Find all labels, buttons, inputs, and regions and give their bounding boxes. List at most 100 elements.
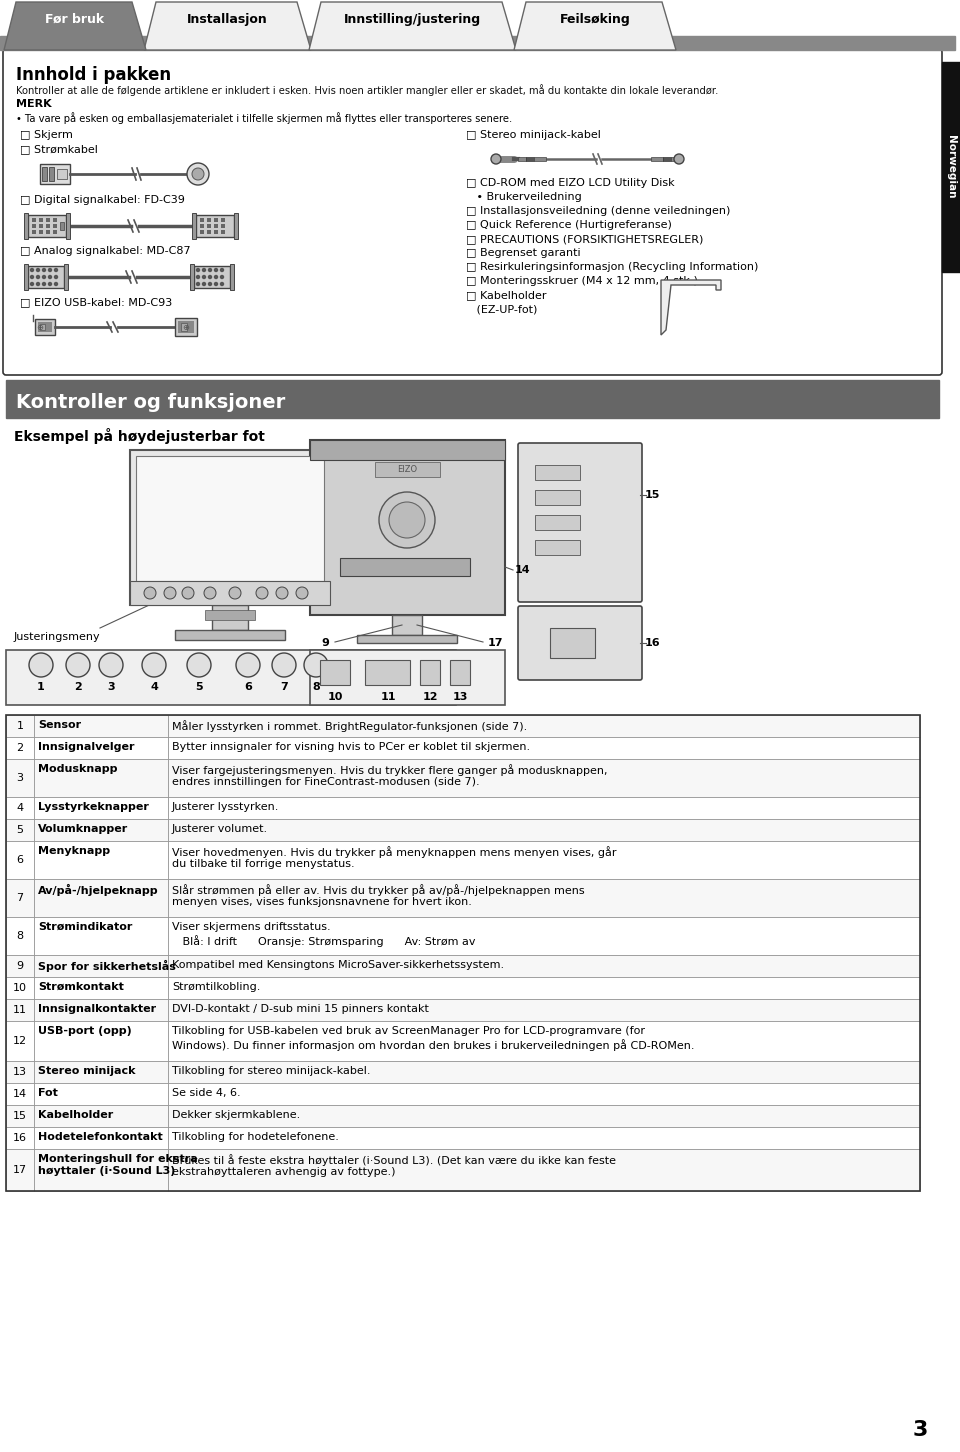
Circle shape <box>66 653 90 677</box>
Bar <box>310 650 505 706</box>
Circle shape <box>164 587 176 600</box>
Bar <box>6 714 920 738</box>
Circle shape <box>208 269 211 272</box>
Bar <box>39 229 43 234</box>
Bar <box>168 878 920 918</box>
Circle shape <box>221 269 224 272</box>
Text: Bytter innsignaler for visning hvis to PCer er koblet til skjermen.: Bytter innsignaler for visning hvis to P… <box>172 742 530 752</box>
Circle shape <box>296 587 308 600</box>
Bar <box>53 224 57 228</box>
Text: 3: 3 <box>16 772 23 783</box>
Text: 9: 9 <box>321 637 329 648</box>
Text: 11: 11 <box>13 1005 27 1015</box>
Circle shape <box>49 276 52 279</box>
Bar <box>168 1149 920 1191</box>
Bar <box>28 215 66 237</box>
Text: du tilbake til forrige menystatus.: du tilbake til forrige menystatus. <box>172 860 354 868</box>
Text: □ Stereo minijack-kabel: □ Stereo minijack-kabel <box>466 131 601 139</box>
Bar <box>340 558 470 576</box>
Bar <box>200 229 204 234</box>
Bar <box>535 489 580 505</box>
Text: Strømindikator: Strømindikator <box>38 922 132 932</box>
Text: MERK: MERK <box>16 99 52 109</box>
Bar <box>6 1127 34 1149</box>
Text: Spor for sikkerhetslås: Spor for sikkerhetslås <box>38 960 176 971</box>
Bar <box>196 215 234 237</box>
Circle shape <box>36 283 39 286</box>
Bar <box>6 1105 34 1127</box>
Circle shape <box>229 587 241 600</box>
Circle shape <box>203 283 205 286</box>
Text: □ Analog signalkabel: MD-C87: □ Analog signalkabel: MD-C87 <box>20 245 191 256</box>
Circle shape <box>55 283 58 286</box>
Circle shape <box>197 269 200 272</box>
Bar <box>6 955 34 977</box>
Text: Innhold i pakken: Innhold i pakken <box>16 65 171 84</box>
Bar <box>168 819 920 841</box>
Bar <box>212 605 248 630</box>
Polygon shape <box>514 1 676 49</box>
Text: □ Resirkuleringsinformasjon (Recycling Information): □ Resirkuleringsinformasjon (Recycling I… <box>466 261 758 272</box>
Bar <box>168 955 920 977</box>
Bar <box>168 977 920 999</box>
Bar <box>24 264 28 290</box>
Bar <box>6 955 920 977</box>
Text: 16: 16 <box>13 1133 27 1143</box>
Text: 8: 8 <box>312 682 320 693</box>
Bar <box>34 797 168 819</box>
Bar <box>34 918 168 955</box>
Bar <box>6 977 920 999</box>
Bar <box>34 955 168 977</box>
Bar <box>194 266 230 287</box>
Bar <box>207 224 211 228</box>
Text: □ Strømkabel: □ Strømkabel <box>20 144 98 154</box>
Circle shape <box>42 276 45 279</box>
Circle shape <box>99 653 123 677</box>
Text: Monteringshull for ekstra: Monteringshull for ekstra <box>38 1154 198 1165</box>
Bar <box>168 738 920 759</box>
Text: 13: 13 <box>452 693 468 701</box>
Bar <box>6 918 920 955</box>
Text: 13: 13 <box>13 1067 27 1077</box>
Bar <box>34 999 168 1021</box>
Bar <box>46 224 50 228</box>
Circle shape <box>55 276 58 279</box>
Text: Måler lysstyrken i rommet. BrightRegulator-funksjonen (side 7).: Måler lysstyrken i rommet. BrightRegulat… <box>172 720 527 732</box>
Text: Norwegian: Norwegian <box>946 135 956 199</box>
Text: Eksempel på høydejusterbar fot: Eksempel på høydejusterbar fot <box>14 428 265 444</box>
Bar <box>392 616 422 635</box>
Text: USB-port (opp): USB-port (opp) <box>38 1027 132 1035</box>
Bar <box>230 264 234 290</box>
Bar <box>60 222 64 229</box>
Circle shape <box>36 269 39 272</box>
Bar <box>207 218 211 222</box>
Bar <box>32 224 36 228</box>
FancyBboxPatch shape <box>3 49 942 375</box>
Bar <box>420 661 440 685</box>
Text: Justerer volumet.: Justerer volumet. <box>172 823 268 833</box>
Bar <box>53 218 57 222</box>
Text: 6: 6 <box>16 855 23 865</box>
Bar <box>34 1061 168 1083</box>
Text: 15: 15 <box>13 1111 27 1121</box>
Text: 1: 1 <box>37 682 45 693</box>
Polygon shape <box>4 1 146 49</box>
Bar <box>66 213 70 240</box>
Text: □ Skjerm: □ Skjerm <box>20 131 73 139</box>
Bar <box>34 1127 168 1149</box>
Text: 2: 2 <box>16 743 24 754</box>
Text: Installasjon: Installasjon <box>187 13 268 26</box>
Bar <box>205 610 255 620</box>
Bar <box>136 456 324 581</box>
Circle shape <box>204 587 216 600</box>
Bar <box>6 380 939 418</box>
Bar <box>168 1127 920 1149</box>
Text: 5: 5 <box>16 825 23 835</box>
Bar <box>168 918 920 955</box>
Circle shape <box>203 276 205 279</box>
Text: 9: 9 <box>16 961 24 971</box>
Circle shape <box>491 154 501 164</box>
Circle shape <box>674 154 684 164</box>
Text: • Ta vare på esken og emballasjematerialet i tilfelle skjermen må flyttes eller : • Ta vare på esken og emballasjematerial… <box>16 112 513 123</box>
Text: Stereo minijack: Stereo minijack <box>38 1066 135 1076</box>
